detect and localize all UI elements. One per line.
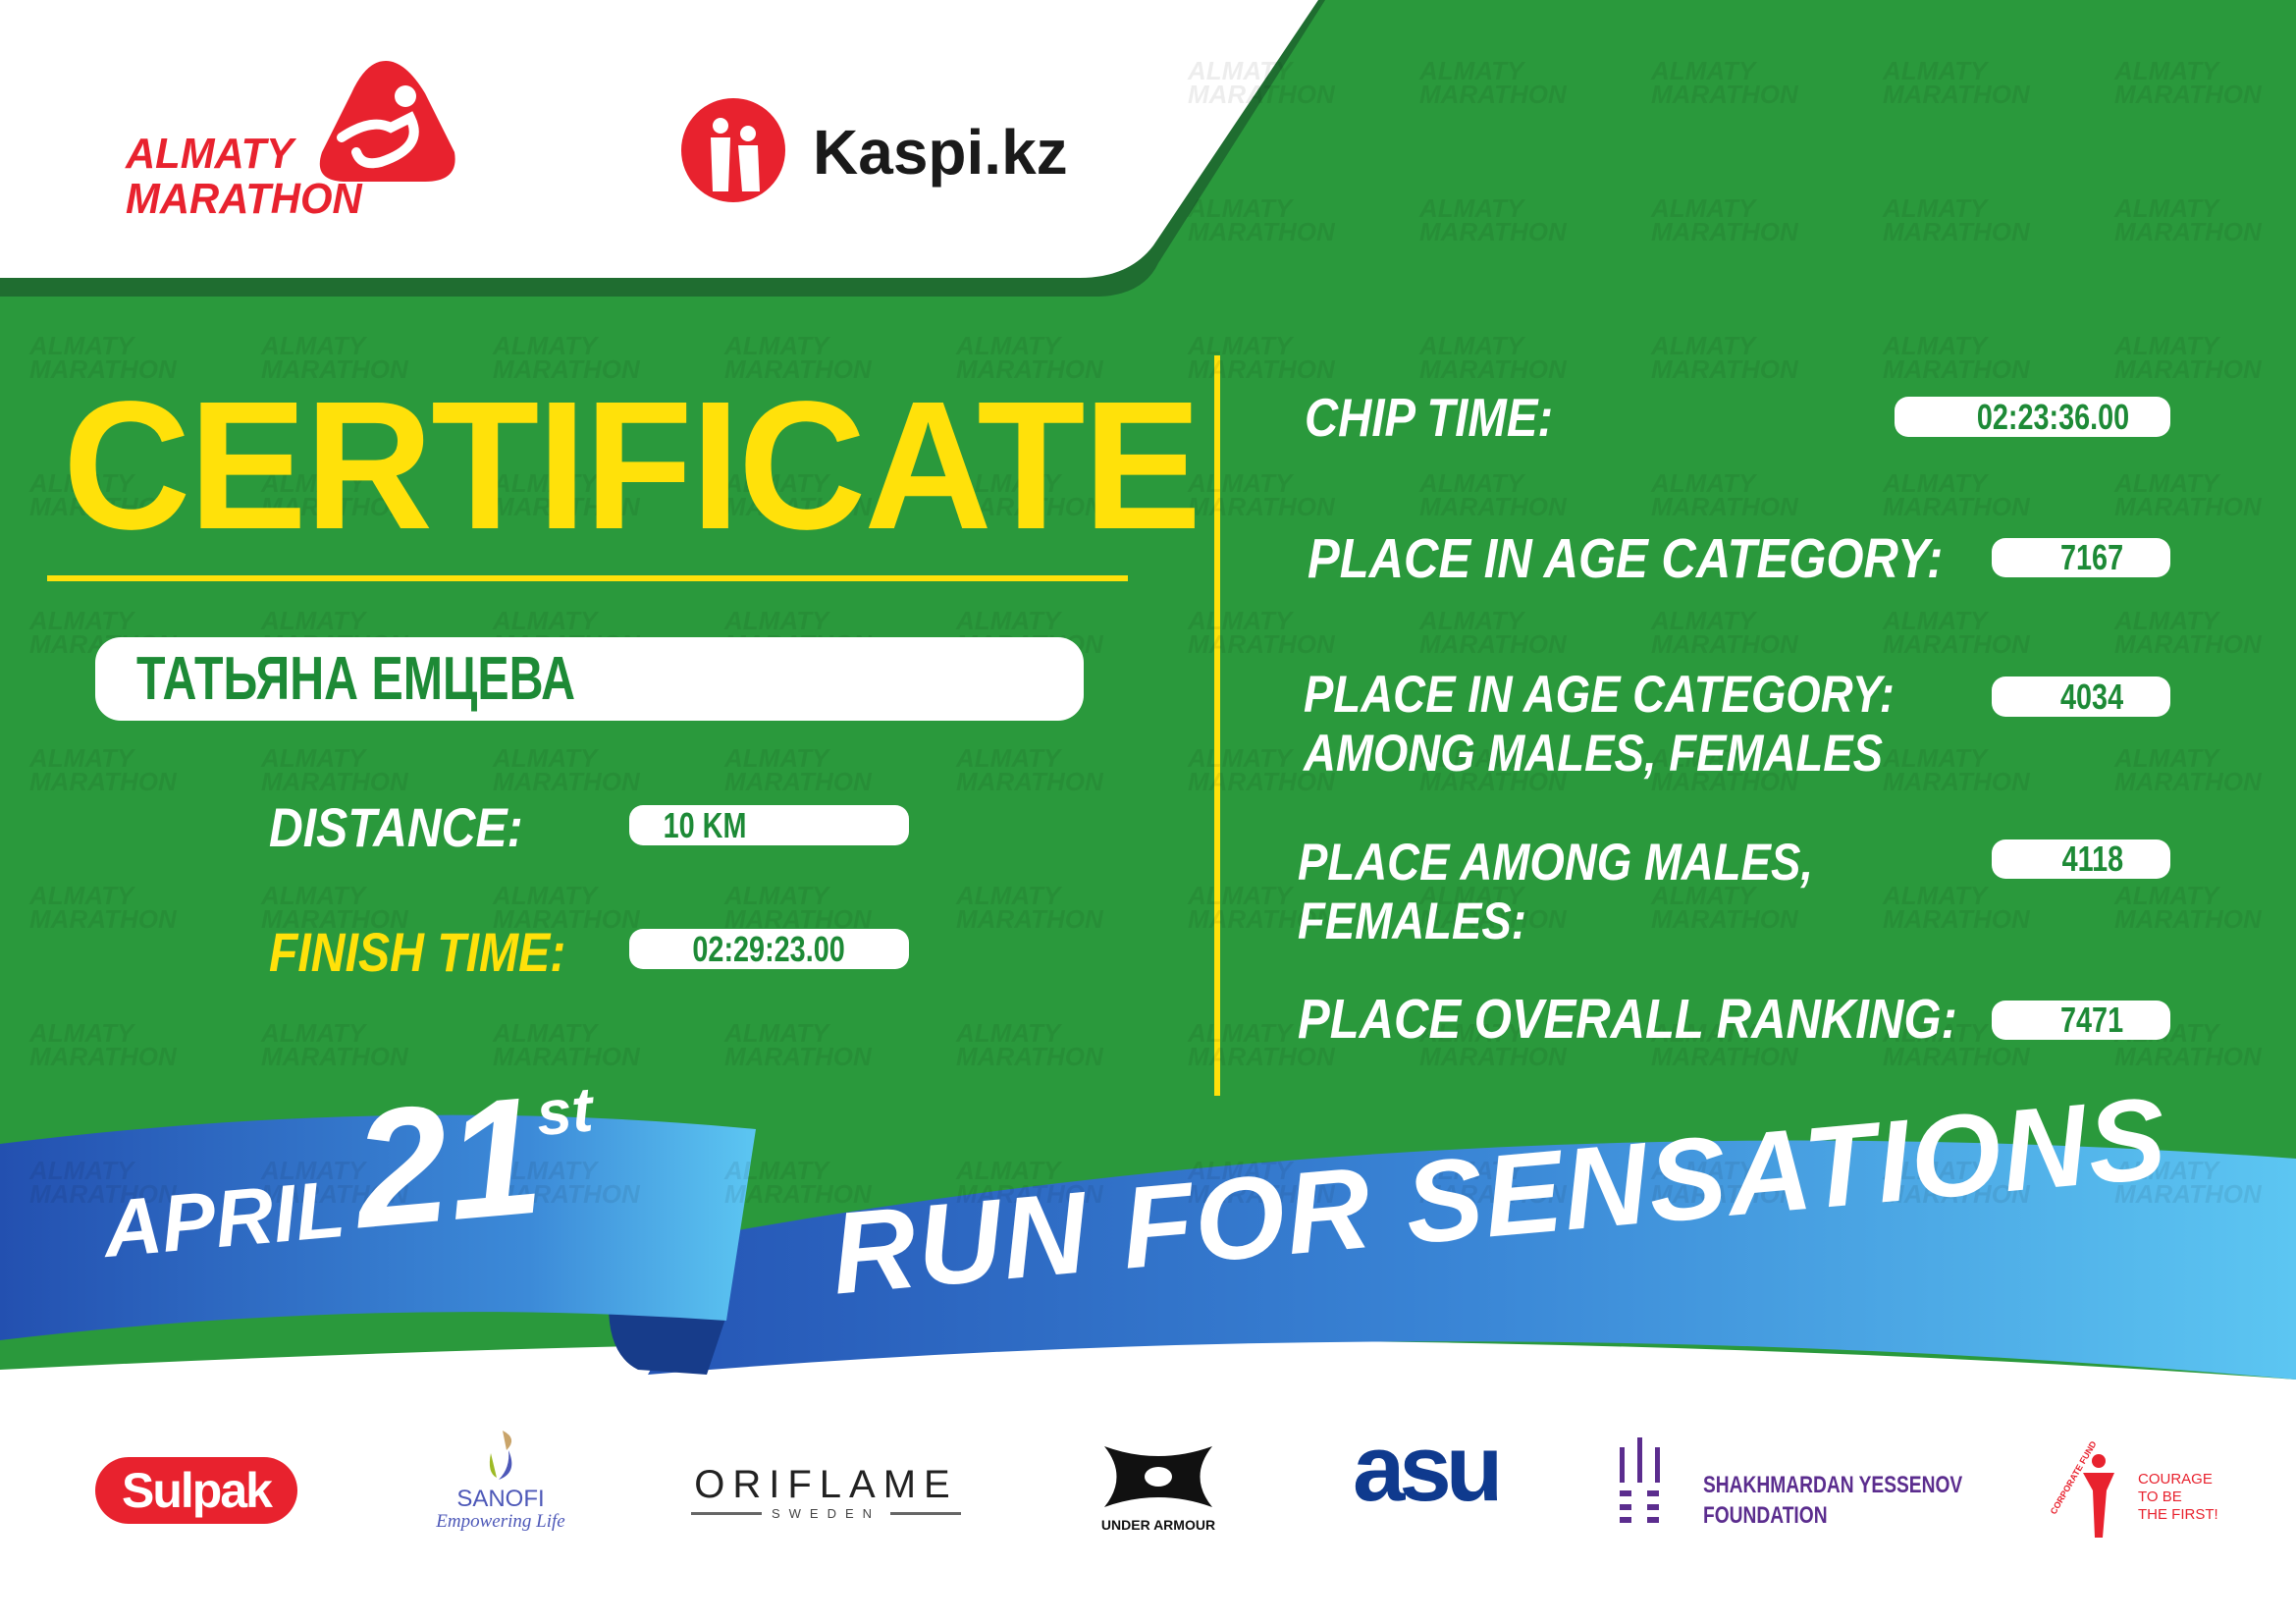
sulpak-text: Sulpak xyxy=(122,1463,273,1518)
under-armour-icon xyxy=(1104,1446,1212,1507)
chip-time-value: 02:23:36.00 xyxy=(1895,397,2170,437)
distance-label: DISTANCE: xyxy=(269,796,523,858)
finish-time-value-text: 02:29:23.00 xyxy=(692,928,846,969)
almaty-marathon-logo: ALMATY MARATHON xyxy=(126,59,459,236)
sulpak-logo: Sulpak xyxy=(95,1457,297,1524)
age-category-value: 7167 xyxy=(1992,538,2170,577)
vertical-divider xyxy=(1214,355,1220,1096)
participant-name-field: ТАТЬЯНА ЕМЦЕВА xyxy=(95,637,1084,721)
courage-line-1: COURAGE xyxy=(2138,1471,2213,1488)
age-category-label: PLACE IN AGE CATEGORY: xyxy=(1308,527,1944,590)
yessenov-line-1: SHAKHMARDAN YESSENOV xyxy=(1703,1472,1963,1498)
date-day: 21 xyxy=(347,1061,549,1265)
oriflame-text: ORIFLAME xyxy=(694,1463,958,1506)
age-category-gender-value-text: 4034 xyxy=(2059,676,2123,717)
sanofi-tagline: Empowering Life xyxy=(436,1511,565,1532)
courage-line-3: THE FIRST! xyxy=(2138,1506,2218,1523)
oriflame-sub: SWEDEN xyxy=(771,1506,881,1521)
chip-time-value-text: 02:23:36.00 xyxy=(1976,396,2129,437)
logo-line-2: MARATHON xyxy=(126,175,362,223)
age-category-value-text: 7167 xyxy=(2059,537,2123,577)
gender-label-2: FEMALES: xyxy=(1298,893,1526,950)
age-category-gender-label-1: PLACE IN AGE CATEGORY: xyxy=(1304,666,1895,724)
participant-name: ТАТЬЯНА ЕМЦЕВА xyxy=(136,645,576,713)
courage-line-2: TO BE xyxy=(2138,1489,2182,1505)
gender-value-text: 4118 xyxy=(2061,839,2123,879)
under-armour-text: UNDER ARMOUR xyxy=(1100,1517,1216,1533)
yessenov-line-2: FOUNDATION xyxy=(1703,1502,1828,1529)
finish-time-value: 02:29:23.00 xyxy=(629,929,909,969)
date-month: APRIL xyxy=(99,1164,348,1275)
logo-line-1: ALMATY xyxy=(126,130,294,178)
courage-runner-icon xyxy=(2083,1454,2114,1538)
certificate-title: CERTIFICATE xyxy=(63,364,1201,568)
age-category-gender-label-2: AMONG MALES, FEMALES xyxy=(1304,725,1884,783)
overall-label: PLACE OVERALL RANKING: xyxy=(1298,988,1957,1051)
runner-icon xyxy=(319,61,455,182)
yessenov-icon xyxy=(1620,1437,1660,1523)
oriflame-logo: ORIFLAME SWEDEN xyxy=(691,1463,961,1521)
date-suffix: st xyxy=(533,1073,596,1150)
slogan-ribbon xyxy=(648,1140,2296,1380)
distance-value-text: 10 KM xyxy=(664,804,747,845)
asu-logo: asu xyxy=(1353,1416,1503,1521)
gender-value: 4118 xyxy=(1992,839,2170,879)
age-category-gender-value: 4034 xyxy=(1992,677,2170,717)
header-white-panel xyxy=(0,0,1318,278)
ribbon-fold xyxy=(609,1306,726,1375)
chip-time-label: CHIP TIME: xyxy=(1305,387,1554,448)
sanofi-text: SANOFI xyxy=(456,1486,545,1512)
date-ribbon xyxy=(0,1114,756,1340)
sanofi-icon xyxy=(489,1431,512,1480)
overall-value: 7471 xyxy=(1992,1001,2170,1040)
kaspi-icon xyxy=(681,98,785,202)
under-armour-logo: UNDER ARMOUR xyxy=(1070,1441,1247,1533)
courage-fund-logo: CORPORATE FUND COURAGE TO BE THE FIRST! xyxy=(2049,1439,2228,1542)
title-underline xyxy=(47,575,1128,581)
gender-label-1: PLACE AMONG MALES, xyxy=(1298,834,1814,892)
kaspi-logo: Kaspi.kz xyxy=(681,98,1074,202)
overall-value-text: 7471 xyxy=(2059,1000,2123,1040)
sanofi-logo: SANOFI Empowering Life xyxy=(412,1429,589,1546)
finish-time-label: FINISH TIME: xyxy=(269,921,566,983)
distance-value: 10 KM xyxy=(629,805,909,845)
yessenov-logo: SHAKHMARDAN YESSENOV FOUNDATION xyxy=(1618,1435,1962,1529)
kaspi-wordmark: Kaspi.kz xyxy=(813,117,1068,188)
